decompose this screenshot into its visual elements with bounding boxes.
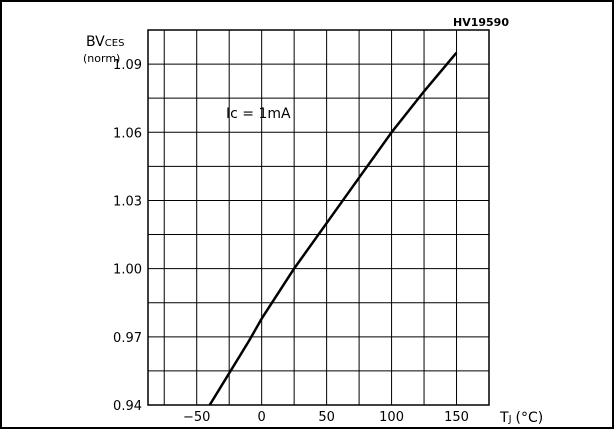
- x-axis-label-sub: J: [508, 414, 512, 425]
- x-axis-label: TJ (°C): [499, 410, 543, 426]
- y-axis-label-sub: CES: [105, 38, 125, 49]
- x-axis-label-main: T: [499, 410, 509, 426]
- series-group: [208, 51, 458, 406]
- series-line: [208, 51, 458, 406]
- x-tick-label: 50: [318, 410, 335, 425]
- y-tick-label: 0.97: [113, 331, 142, 346]
- y-axis-label: BVCES: [86, 34, 124, 50]
- y-axis-label-main: BV: [86, 34, 105, 50]
- y-tick-label: 1.00: [113, 263, 142, 278]
- plot-area-border: [147, 29, 490, 406]
- x-tick-label: 100: [379, 410, 404, 425]
- y-tick-label: 1.03: [113, 194, 142, 209]
- x-tick-label: 150: [444, 410, 469, 425]
- y-axis-norm-label: (norm): [83, 52, 120, 65]
- annotation-ic: Ic = 1mA: [226, 106, 291, 122]
- y-tick-labels: 0.94 0.97 1.00 1.03 1.06 1.09: [113, 58, 142, 414]
- x-axis-label-unit: (°C): [516, 410, 544, 426]
- y-tick-label: 1.06: [113, 126, 142, 141]
- figure-code: HV19590: [453, 16, 509, 29]
- x-tick-labels: −50 0 50 100 150: [183, 410, 469, 425]
- y-tick-label: 1.09: [113, 58, 142, 73]
- grid: [148, 30, 489, 405]
- x-tick-label: 0: [258, 410, 266, 425]
- y-tick-label: 0.94: [113, 399, 142, 414]
- x-tick-label: −50: [183, 410, 210, 425]
